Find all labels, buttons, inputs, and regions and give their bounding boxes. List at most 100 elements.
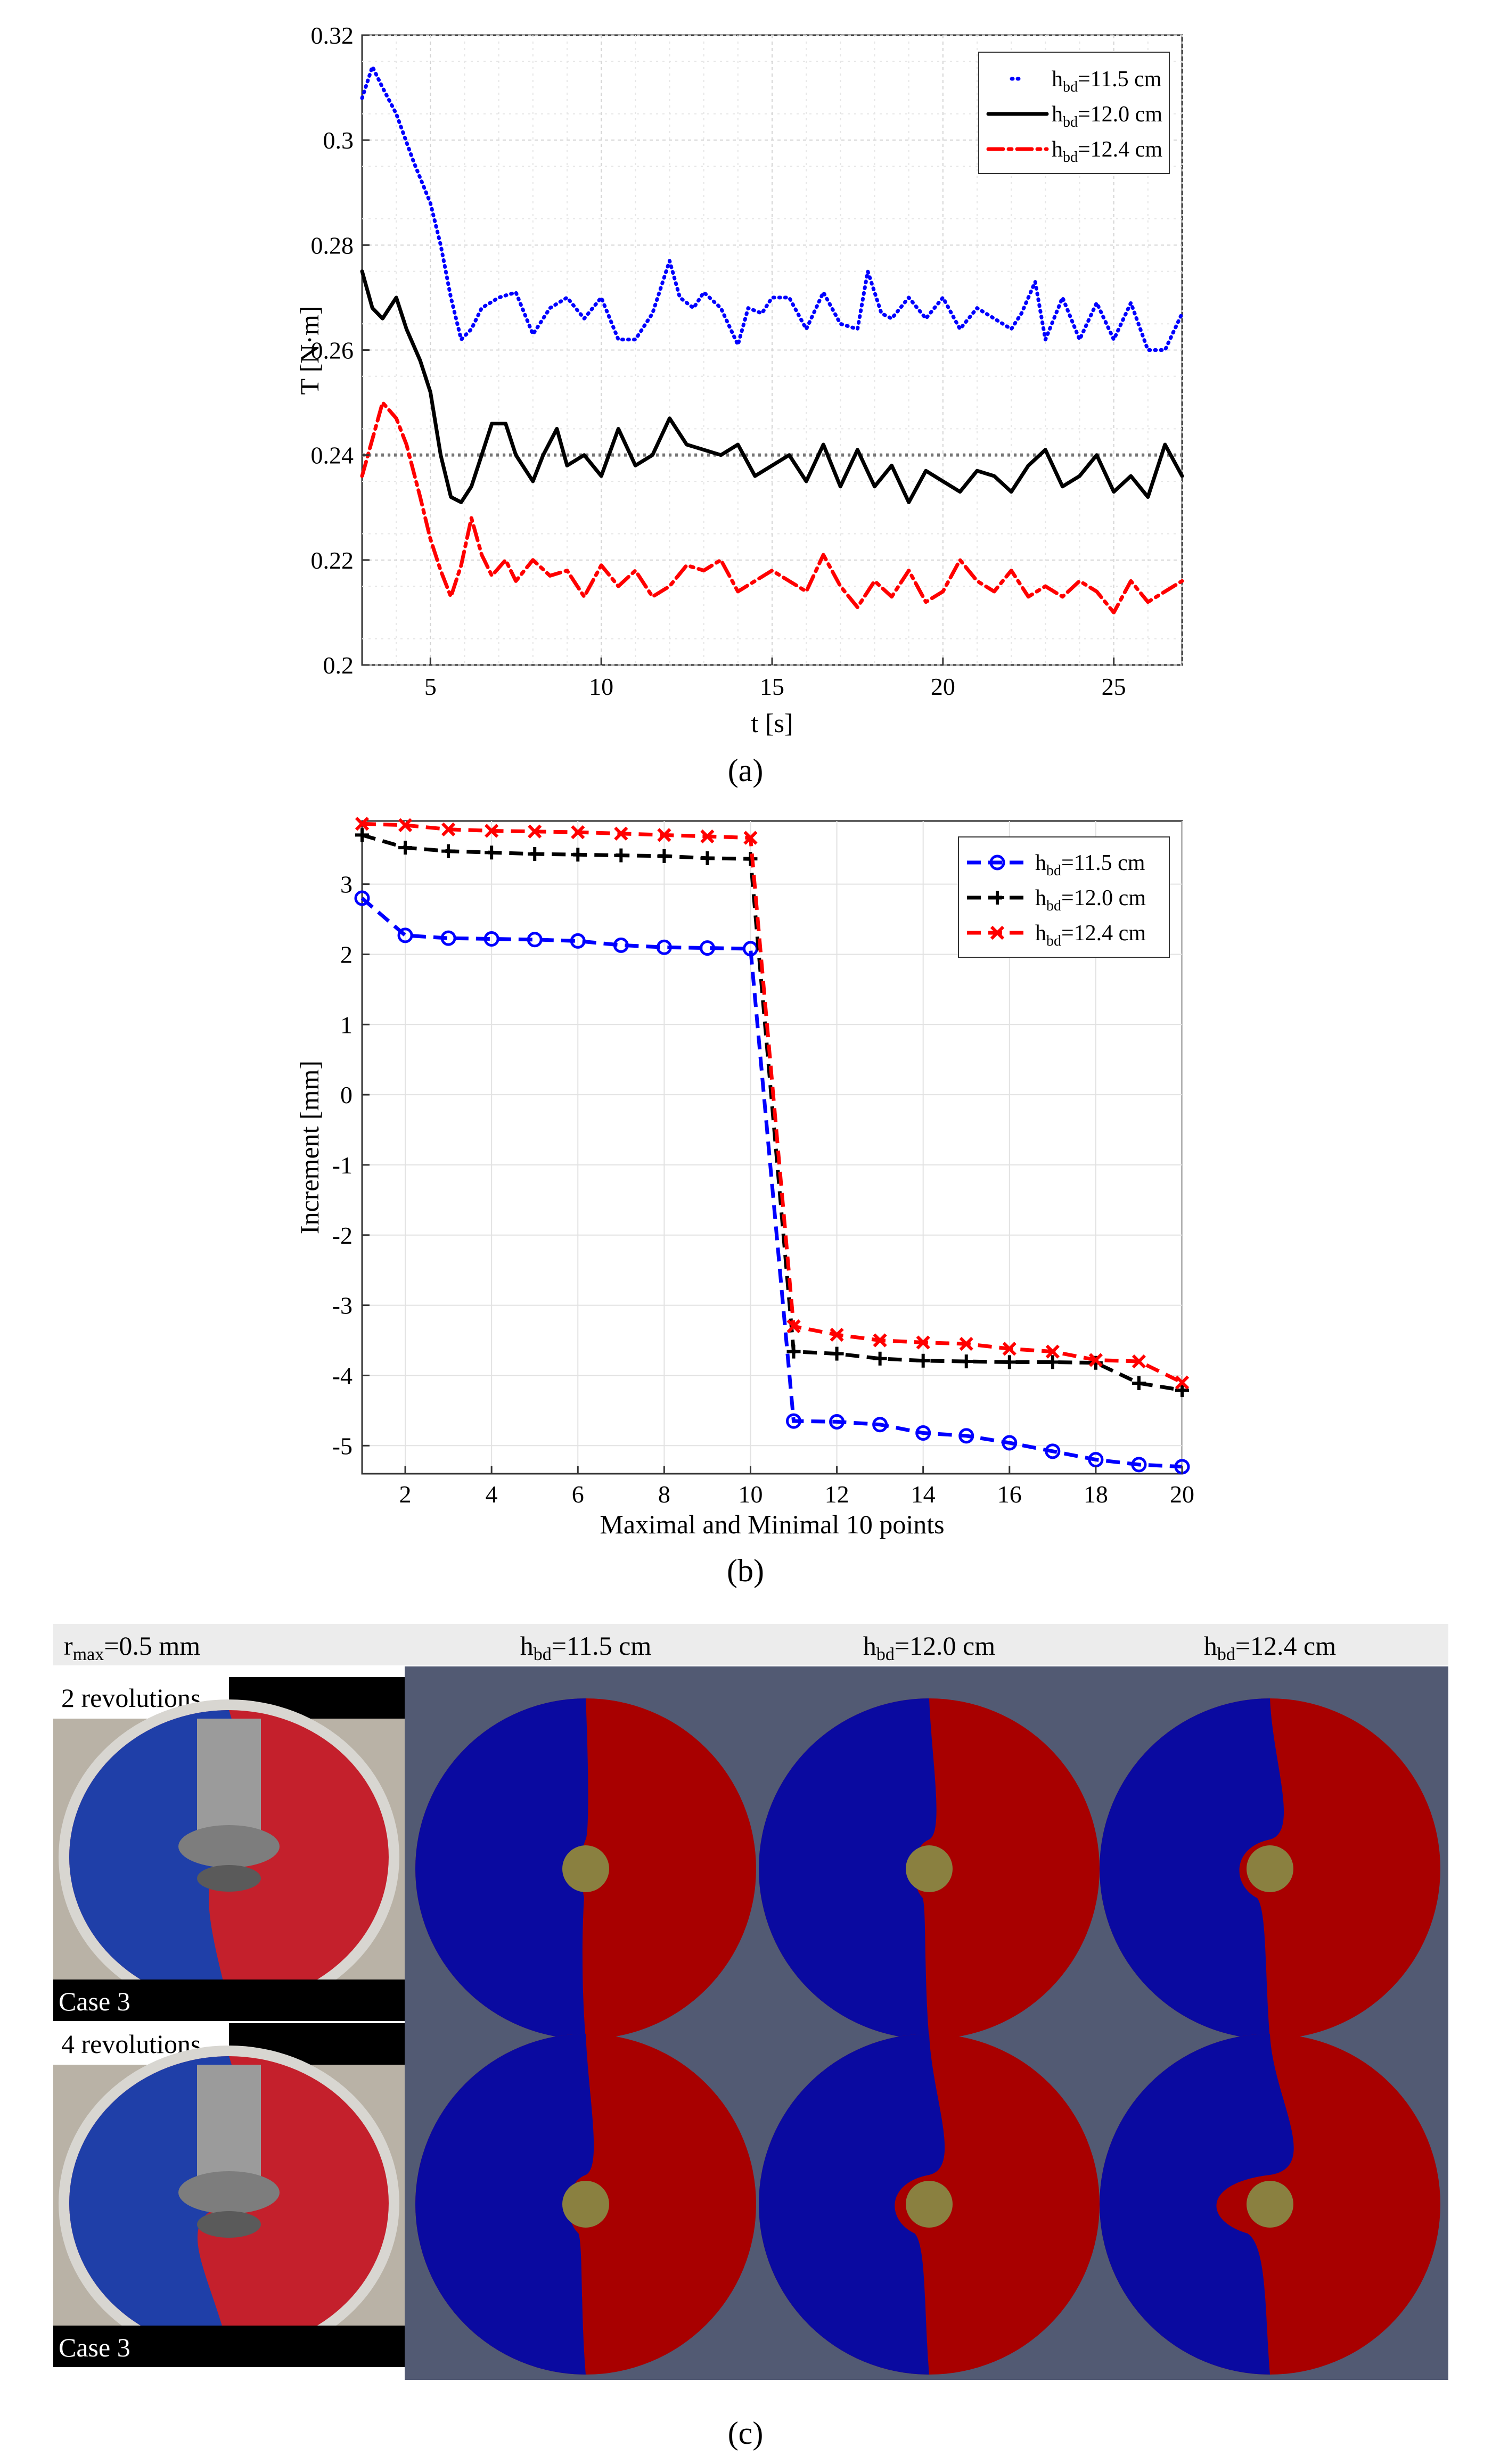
legend-label: hbd=12.4 cm xyxy=(1035,921,1146,949)
y-tick-label: 0.2 xyxy=(323,652,354,679)
legend-b: hbd=11.5 cm hbd=12.0 cm hbd=12.4 cm xyxy=(958,836,1170,958)
x-tick-label: 14 xyxy=(911,1481,936,1508)
data-point xyxy=(830,1327,844,1342)
column-header: hbd=12.0 cm xyxy=(863,1631,995,1664)
x-tick-label: 15 xyxy=(760,673,784,700)
column-header: hbd=11.5 cm xyxy=(520,1631,652,1664)
y-tick-label: 0.22 xyxy=(311,547,354,574)
shaft-collar xyxy=(178,1825,280,1868)
x-tick-label: 2 xyxy=(399,1481,412,1508)
y-tick-label: -5 xyxy=(332,1432,352,1459)
y-tick-label: 0.28 xyxy=(311,232,354,259)
simulation-disc xyxy=(415,2034,756,2375)
simulation-disc xyxy=(1100,1698,1440,2039)
data-point xyxy=(440,930,456,946)
disc-shaft xyxy=(1247,2181,1293,2228)
disc-shaft xyxy=(906,1845,953,1892)
x-tick-label: 8 xyxy=(658,1481,670,1508)
x-tick-label: 10 xyxy=(738,1481,763,1508)
data-point xyxy=(786,1413,802,1429)
legend-label: hbd=12.4 cm xyxy=(1052,137,1162,166)
panel-label-c: (c) xyxy=(728,2416,764,2451)
data-point xyxy=(1002,1435,1018,1451)
x-ticks-a: 5 10 15 20 25 xyxy=(424,658,1126,700)
y-tick-label: 2 xyxy=(340,941,352,968)
data-point xyxy=(528,824,542,839)
series-group-a xyxy=(360,64,1184,614)
data-point xyxy=(1088,1353,1103,1367)
y-tick-label: 0 xyxy=(340,1081,352,1108)
legend-label: hbd=12.0 cm xyxy=(1035,886,1146,914)
shaft-base xyxy=(197,1865,261,1892)
data-point xyxy=(441,844,456,858)
data-point xyxy=(743,831,758,845)
data-point xyxy=(1175,1375,1190,1390)
data-point xyxy=(915,1425,931,1441)
y-ticks-a: 0.2 0.22 0.24 0.26 0.28 0.3 0.32 xyxy=(311,22,370,679)
data-point xyxy=(1045,1443,1061,1459)
x-tick-label: 18 xyxy=(1084,1481,1108,1508)
x-tick-label: 20 xyxy=(1170,1481,1194,1508)
caption-strip xyxy=(53,1980,405,2021)
x-tick-label: 10 xyxy=(589,673,613,700)
data-point xyxy=(872,1417,888,1433)
disc-blue-region xyxy=(415,2034,594,2375)
x-tick-label: 6 xyxy=(572,1481,584,1508)
data-point xyxy=(1131,1457,1147,1473)
y-tick-label: 0.26 xyxy=(311,337,354,364)
disc-blue-region xyxy=(1100,1698,1284,2039)
series-line-3 xyxy=(360,400,1184,614)
legend-label: hbd=11.5 cm xyxy=(1052,67,1162,95)
y-tick-label: 0.32 xyxy=(311,22,354,49)
data-point xyxy=(959,1354,973,1369)
torque-chart: 5 10 15 20 25 0.2 0.22 0.24 0.26 0.28 0.3 0.32 t [… xyxy=(294,22,1184,788)
data-point xyxy=(354,890,370,906)
y-tick-label: 0.24 xyxy=(311,442,354,469)
data-point xyxy=(959,1336,973,1351)
disc-shaft xyxy=(906,2181,953,2228)
data-point xyxy=(700,829,715,844)
x-tick-label: 12 xyxy=(825,1481,849,1508)
y-tick-label: -2 xyxy=(332,1222,352,1249)
data-point xyxy=(656,939,672,955)
x-tick-label: 25 xyxy=(1102,673,1126,700)
data-point xyxy=(657,828,671,842)
data-point xyxy=(1045,1344,1060,1359)
data-point xyxy=(873,1333,887,1348)
simulation-discs xyxy=(415,1698,1440,2375)
series-line-3 xyxy=(362,822,1183,1384)
series-line-2 xyxy=(362,833,1183,1392)
data-point xyxy=(916,1353,930,1368)
simulation-disc xyxy=(1100,2034,1440,2375)
photo-caption: Case 3 xyxy=(59,1986,130,2016)
x-tick-label: 20 xyxy=(931,673,955,700)
grid-a xyxy=(362,35,1183,666)
data-point xyxy=(613,937,629,953)
series-line-1 xyxy=(360,64,1184,352)
y-tick-label: 1 xyxy=(340,1011,352,1038)
data-point xyxy=(990,891,1004,905)
data-point xyxy=(483,931,499,947)
data-point xyxy=(441,822,456,836)
data-point xyxy=(1132,1354,1146,1369)
y-tick-label: 3 xyxy=(340,871,352,898)
data-point xyxy=(355,828,369,842)
data-point xyxy=(786,1344,801,1359)
y-axis-label-a: T [N·m] xyxy=(294,306,324,395)
shaft-base xyxy=(197,2211,261,2238)
legend-label: hbd=12.0 cm xyxy=(1052,102,1162,130)
data-point xyxy=(699,940,715,956)
data-point xyxy=(1002,1355,1016,1369)
caption-strip xyxy=(53,2326,405,2367)
data-point xyxy=(786,1319,801,1334)
data-point xyxy=(485,824,499,838)
data-point xyxy=(528,847,542,861)
data-point xyxy=(829,1414,845,1430)
x-tick-label: 16 xyxy=(997,1481,1022,1508)
x-ticks-b: 2 4 6 8 10 12 14 16 18 20 xyxy=(399,1466,1194,1508)
data-point xyxy=(916,1335,930,1350)
panel-c-header-label: rmax=0.5 mm xyxy=(64,1631,200,1664)
y-tick-label: -4 xyxy=(332,1362,352,1389)
